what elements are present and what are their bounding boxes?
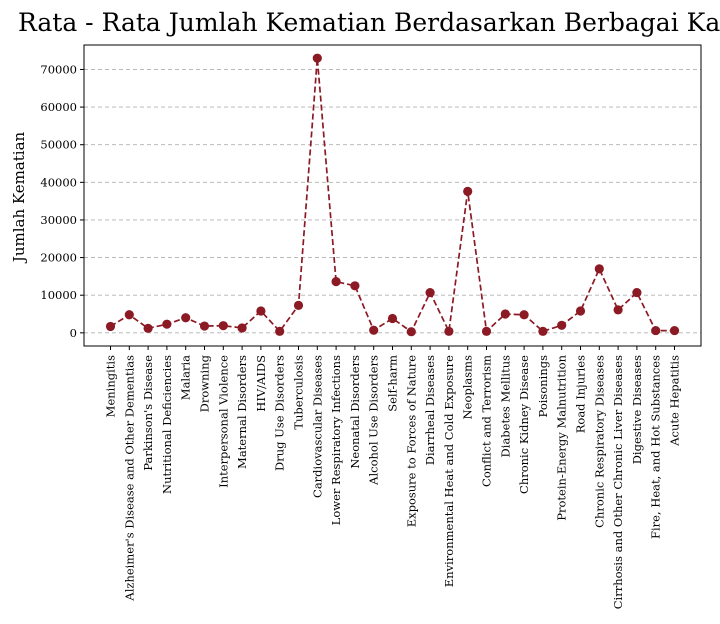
x-tick-label: Malaria <box>179 355 193 400</box>
data-point <box>651 325 661 336</box>
x-tick-label: Conflict and Terrorism <box>480 355 494 487</box>
data-point <box>331 277 341 287</box>
y-tick-label: 20000 <box>40 251 77 265</box>
data-point <box>199 321 210 331</box>
x-tick-label: Alcohol Use Disorders <box>367 355 381 486</box>
data-point <box>463 186 473 196</box>
data-point <box>538 326 548 336</box>
data-series <box>105 53 680 337</box>
data-point <box>369 325 379 335</box>
x-tick-label: Fire, Heat, and Hot Substances <box>649 355 663 539</box>
data-point <box>124 310 134 320</box>
x-tick-label: Interpersonal Violence <box>216 355 230 488</box>
x-tick-label: Parkinson's Disease <box>141 355 155 471</box>
data-point <box>181 313 191 323</box>
data-point <box>143 323 153 333</box>
data-point <box>162 319 172 329</box>
x-tick-label: Chronic Respiratory Diseases <box>592 355 606 528</box>
y-axis-ticks: 0 10000 20000 30000 40000 50000 60000 70000 <box>40 62 84 340</box>
data-point <box>105 321 116 332</box>
x-tick-label: Drowning <box>198 354 212 412</box>
data-point <box>519 310 529 320</box>
data-point <box>293 300 304 310</box>
data-point <box>312 53 322 63</box>
data-point <box>350 281 360 291</box>
data-point <box>500 309 510 319</box>
y-tick-label: 30000 <box>40 213 77 227</box>
x-tick-label: Neonatal Disorders <box>348 355 362 469</box>
y-tick-label: 50000 <box>40 138 77 152</box>
data-point <box>275 326 285 336</box>
y-tick-label: 70000 <box>40 62 77 76</box>
data-point <box>237 323 247 333</box>
data-point <box>557 320 567 330</box>
x-tick-label: Lower Respiratory Infections <box>329 355 343 525</box>
x-tick-label: Acute Hepatitis <box>668 355 682 447</box>
y-tick-label: 0 <box>70 326 77 340</box>
x-tick-label: Nutritional Deficiencies <box>160 355 174 494</box>
data-point <box>575 306 586 316</box>
x-tick-label: Meningitis <box>104 355 118 417</box>
x-tick-label: Tuberculosis <box>292 355 306 430</box>
x-tick-label: Exposure to Forces of Nature <box>404 355 418 527</box>
data-point <box>218 321 228 331</box>
chart-title: Rata - Rata Jumlah Kematian Berdasarkan … <box>18 8 720 37</box>
grid-lines <box>84 69 701 334</box>
series-line <box>110 58 675 335</box>
data-point <box>594 264 604 274</box>
x-tick-label: Alzheimer's Disease and Other Dementias <box>122 355 136 602</box>
x-tick-label: Diabetes Mellitus <box>498 355 512 458</box>
y-tick-label: 10000 <box>40 288 77 302</box>
x-tick-label: Cardiovascular Diseases <box>310 355 324 498</box>
data-point <box>481 326 492 336</box>
x-tick-label: Maternal Disorders <box>235 355 249 469</box>
x-tick-label: Poisonings <box>536 355 550 418</box>
x-tick-label: Diarrheal Diseases <box>423 355 437 465</box>
plot-frame <box>83 44 702 347</box>
data-point <box>406 327 416 337</box>
x-tick-label: Neoplasms <box>461 355 475 419</box>
data-point <box>632 287 642 298</box>
data-point <box>256 306 266 316</box>
data-point <box>425 287 435 298</box>
x-tick-label: Self-harm <box>386 355 400 412</box>
x-tick-label: HIV/AIDS <box>254 355 268 412</box>
y-tick-label: 60000 <box>40 100 77 114</box>
x-tick-label: Chronic Kidney Disease <box>517 355 531 494</box>
data-point <box>669 325 680 336</box>
x-tick-label: Road Injuries <box>574 355 588 433</box>
data-point <box>387 313 398 324</box>
x-tick-label: Drug Use Disorders <box>273 355 287 471</box>
x-tick-label: Protein-Energy Malnutrition <box>555 354 569 520</box>
x-axis-ticks: Meningitis Alzheimer's Disease and Other … <box>104 346 682 609</box>
y-axis-label: Jumlah Kematian <box>10 131 28 264</box>
y-tick-label: 40000 <box>40 175 77 189</box>
data-point <box>613 305 623 315</box>
x-tick-label: Cirrhosis and Other Chronic Liver Diseas… <box>611 355 625 609</box>
data-point <box>444 326 454 336</box>
x-tick-label: Environmental Heat and Cold Exposure <box>442 355 456 587</box>
x-tick-label: Digestive Diseases <box>630 355 644 464</box>
